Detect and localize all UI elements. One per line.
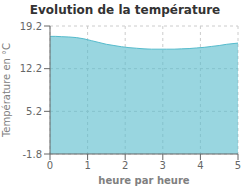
- svg-text:heure par heure: heure par heure: [98, 175, 189, 186]
- svg-text:0: 0: [47, 160, 53, 171]
- svg-text:5.2: 5.2: [26, 106, 42, 117]
- svg-text:Température en °C: Température en °C: [8, 43, 12, 138]
- svg-text:4: 4: [197, 160, 203, 171]
- svg-text:12.2: 12.2: [20, 63, 42, 74]
- svg-text:19.2: 19.2: [20, 21, 42, 32]
- svg-text:1: 1: [84, 160, 90, 171]
- svg-text:-1.8: -1.8: [22, 149, 42, 160]
- svg-text:2: 2: [122, 160, 128, 171]
- svg-text:3: 3: [160, 160, 166, 171]
- html-text:Evolution de la température: Evolution de la température: [29, 3, 221, 17]
- svg-text:5: 5: [235, 160, 241, 171]
